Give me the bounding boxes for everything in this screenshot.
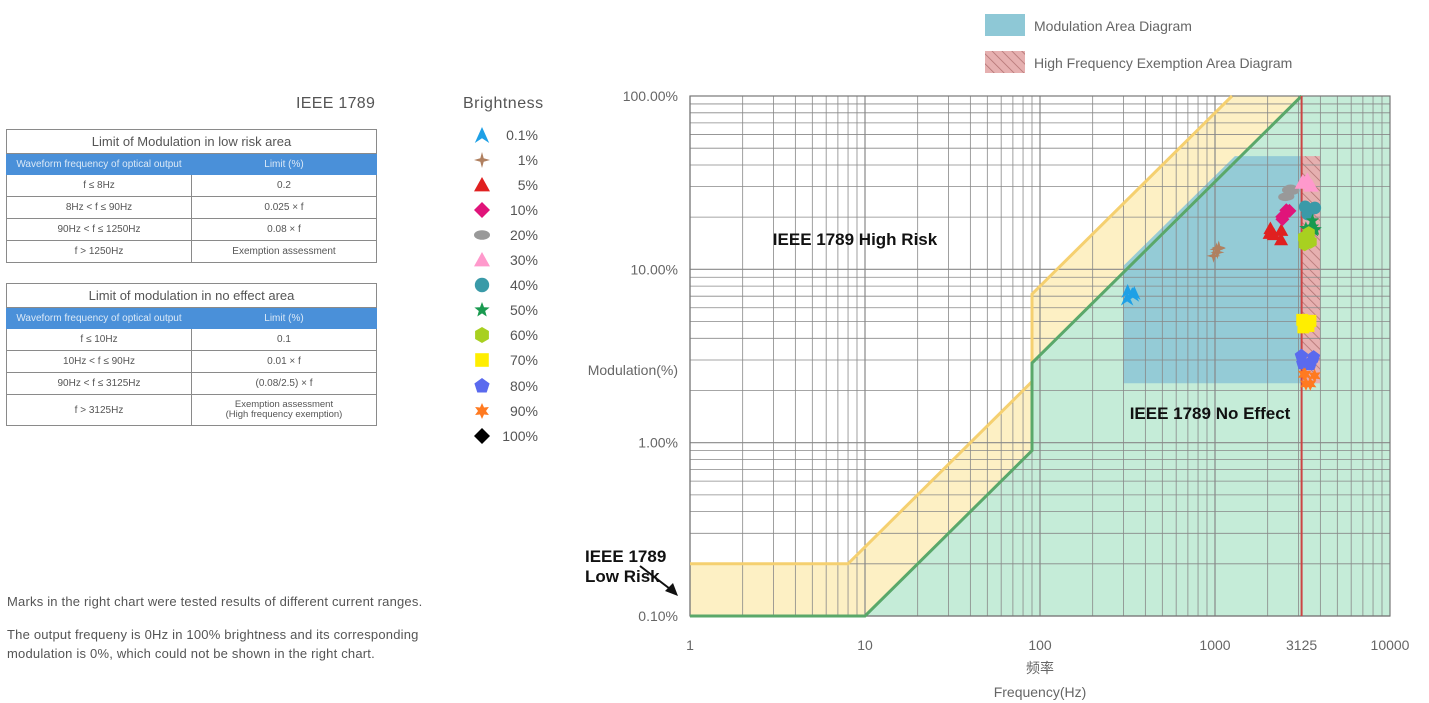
brightness-legend-item: 40% (470, 273, 538, 298)
data-point-cluster (1206, 240, 1226, 263)
y-tick-label: 100.00% (623, 88, 678, 104)
brightness-legend-item: 50% (470, 298, 538, 323)
brightness-legend-label: 90% (509, 402, 538, 419)
ieee-title: IEEE 1789 (296, 95, 376, 112)
data-point-cluster (1298, 200, 1322, 221)
plot-border (689, 95, 1391, 617)
data-point-cluster (1298, 226, 1317, 252)
no-effect-header-frequency: Waveform frequency of optical output (6, 307, 192, 329)
note-zero-hz-line2: modulation is 0%, which could not be sho… (7, 646, 375, 661)
no-effect-boundary-line (690, 94, 1303, 618)
brightness-legend-item: 70% (470, 348, 538, 373)
pentagon-icon (474, 377, 490, 392)
y-axis-label: Modulation(%) (588, 362, 678, 378)
data-point-cluster (1275, 203, 1297, 227)
table-cell: f > 3125Hz (6, 394, 192, 426)
arrowhead-icon (665, 583, 678, 596)
note-zero-hz-line1: The output frequeny is 0Hz in 100% brigh… (7, 627, 419, 642)
brightness-legend-label: 60% (509, 327, 538, 344)
note-tested-results: Marks in the right chart were tested res… (7, 594, 423, 609)
diamond-icon (474, 201, 490, 218)
high-risk-label: IEEE 1789 High Risk (773, 230, 938, 249)
brightness-legend-label: 20% (509, 226, 538, 243)
brightness-legend-label: 100% (502, 427, 538, 444)
table-cell: Exemption assessment (High frequency exe… (191, 394, 377, 426)
ellipse-icon (474, 230, 490, 240)
modulation-area-legend-label: Modulation Area Diagram (1034, 18, 1192, 34)
brightness-legend-item: 80% (470, 373, 538, 398)
brightness-legend-label: 50% (509, 302, 538, 319)
x-axis-label-cn: 频率 (1026, 660, 1054, 676)
y-tick-label: 1.00% (638, 435, 678, 451)
brightness-legend-item: 60% (470, 323, 538, 348)
brightness-legend-item: 20% (470, 222, 538, 247)
x-tick-label: 100 (1028, 637, 1052, 653)
spike-triangle-icon (474, 126, 490, 143)
data-point-cluster (1297, 367, 1321, 391)
brightness-legend-item: 5% (470, 172, 538, 197)
y-tick-label: 0.10% (638, 608, 678, 624)
x-tick-label: 1000 (1199, 637, 1230, 653)
diamond-icon (474, 427, 490, 444)
brightness-title: Brightness (463, 95, 544, 112)
x-axis-label: Frequency(Hz) (994, 684, 1087, 700)
no-effect-label: IEEE 1789 No Effect (1130, 404, 1291, 423)
low-risk-limit-table: Limit of Modulation in low risk area Wav… (6, 129, 377, 263)
low-risk-label-line1: IEEE 1789 (585, 547, 666, 566)
brightness-legend-item: 10% (470, 197, 538, 222)
brightness-legend-item: 100% (470, 423, 538, 448)
brightness-legend-label: 10% (509, 201, 538, 218)
brightness-legend-item: 1% (470, 147, 538, 172)
data-point-cluster (1296, 313, 1317, 334)
no-effect-limit-table: Limit of modulation in no effect area Wa… (6, 283, 377, 426)
brightness-legend-label: 70% (509, 352, 538, 369)
x-tick-label: 10 (857, 637, 873, 653)
x-tick-label: 10000 (1371, 637, 1410, 653)
six-point-star-icon (475, 402, 489, 419)
no-effect-header-limit: Limit (%) (191, 307, 377, 329)
x-tick-label: 1 (686, 637, 694, 653)
y-tick-label: 10.00% (631, 261, 678, 277)
x-tick-label: 3125 (1286, 637, 1317, 653)
four-point-star-icon (474, 151, 490, 168)
brightness-legend-label: 1% (517, 151, 538, 168)
modulation-area-legend-swatch (985, 14, 1025, 36)
brightness-legend-label: 0.1% (506, 126, 538, 143)
exemption-area-legend-label: High Frequency Exemption Area Diagram (1034, 55, 1292, 71)
low-risk-label-line2: Low Risk (585, 567, 660, 586)
hexagon-icon (475, 327, 489, 344)
brightness-legend-item: 90% (470, 398, 538, 423)
low-risk-header-frequency: Waveform frequency of optical output (6, 153, 192, 175)
data-point-cluster (1262, 221, 1289, 246)
circle-icon (474, 277, 490, 293)
brightness-legend-label: 5% (517, 176, 538, 193)
triangle-icon (474, 176, 490, 192)
star-icon (474, 302, 490, 317)
data-point-cluster (1294, 172, 1319, 192)
data-point-cluster (1120, 283, 1141, 306)
square-icon (475, 353, 489, 368)
table-cell: Exemption assessment (191, 240, 377, 263)
triangle-icon (474, 252, 490, 267)
brightness-legend-label: 40% (509, 277, 538, 294)
exemption-area-legend-swatch (985, 51, 1025, 73)
data-point-cluster (1294, 348, 1321, 371)
low-risk-header-limit: Limit (%) (191, 153, 377, 175)
brightness-legend-label: 80% (509, 377, 538, 394)
brightness-legend-item: 0.1% (470, 122, 538, 147)
brightness-legend-item: 30% (470, 248, 538, 273)
brightness-legend-label: 30% (509, 252, 538, 268)
